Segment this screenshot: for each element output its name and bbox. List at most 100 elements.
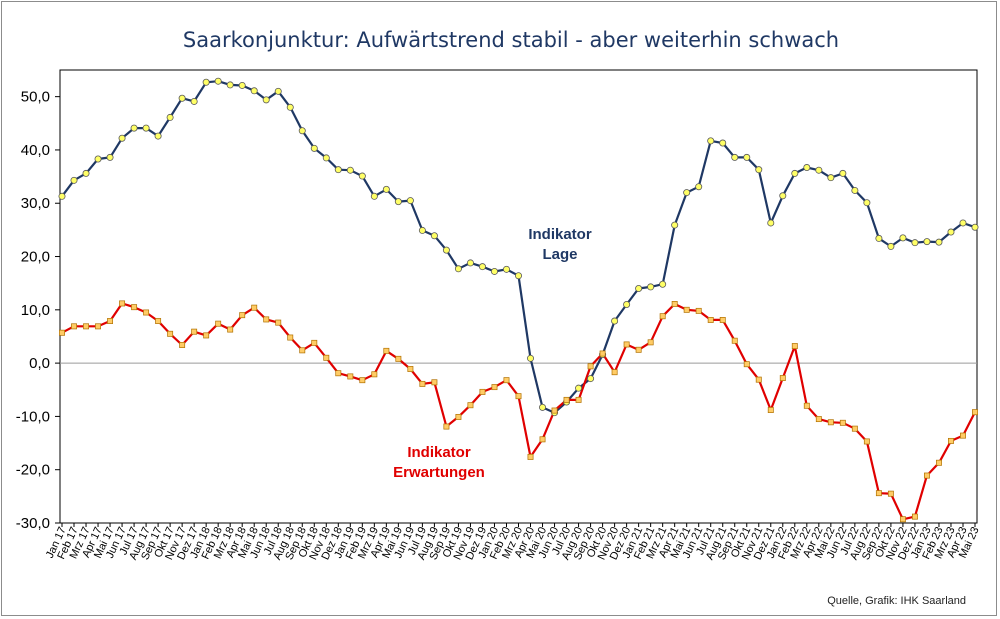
data-point-lage <box>310 144 318 152</box>
data-point-lage <box>490 267 498 275</box>
data-point-lage <box>322 154 330 162</box>
data-point-erwartungen <box>887 490 894 497</box>
data-point-lage <box>478 263 486 271</box>
data-point-erwartungen <box>527 453 534 460</box>
data-point-lage <box>755 166 763 174</box>
data-point-lage <box>502 265 510 273</box>
y-axis: 50,0 40,0 30,0 20,0 10,0 0,0 -10,0 -20,0 -30,0 <box>16 89 60 532</box>
data-point-lage <box>635 285 643 293</box>
data-point-erwartungen <box>948 437 954 444</box>
data-point-lage <box>406 197 414 205</box>
series-labels: Indikator Lage Indikator Erwartungen <box>393 226 592 481</box>
data-point-lage <box>515 272 523 280</box>
data-point-erwartungen <box>131 304 138 311</box>
data-point-lage <box>106 153 114 161</box>
data-point-erwartungen <box>683 306 690 313</box>
data-point-lage <box>394 198 402 206</box>
data-point-lage <box>767 219 775 227</box>
chart-title: Saarkonjunktur: Aufwärtstrend stabil - a… <box>183 28 839 52</box>
series-label-erwartungen: Indikator <box>407 444 471 461</box>
data-point-lage <box>863 199 871 207</box>
data-point-lage <box>695 183 703 191</box>
y-tick-label: -20,0 <box>16 462 50 479</box>
data-point-lage <box>154 132 162 140</box>
data-point-erwartungen <box>467 402 474 409</box>
data-point-lage <box>190 97 198 105</box>
data-point-erwartungen <box>71 323 77 330</box>
y-tick-label: 50,0 <box>21 89 50 106</box>
data-point-lage <box>58 192 66 200</box>
data-point-lage <box>286 103 294 111</box>
data-point-erwartungen <box>503 377 510 384</box>
data-point-lage <box>370 192 378 200</box>
data-point-lage <box>875 234 883 242</box>
data-point-lage <box>334 166 342 174</box>
series-label-lage: Lage <box>542 246 577 263</box>
data-point-erwartungen <box>911 513 918 520</box>
data-point-erwartungen <box>815 416 822 423</box>
data-point-erwartungen <box>923 472 930 479</box>
data-point-erwartungen <box>179 342 186 348</box>
data-point-lage <box>346 166 354 174</box>
source-note: Quelle, Grafik: IHK Saarland <box>827 595 966 607</box>
data-point-lage <box>899 234 907 242</box>
data-point-lage <box>250 87 258 95</box>
data-point-lage <box>803 164 811 172</box>
data-point-erwartungen <box>395 355 402 362</box>
data-point-erwartungen <box>743 361 750 368</box>
data-point-erwartungen <box>972 409 978 416</box>
data-point-erwartungen <box>347 373 354 380</box>
data-point-lage <box>418 226 426 234</box>
data-point-lage <box>887 242 895 250</box>
data-point-lage <box>587 375 595 383</box>
series-label-lage: Indikator <box>528 226 592 243</box>
data-point-erwartungen <box>767 407 774 413</box>
data-point-erwartungen <box>755 376 762 383</box>
data-point-lage <box>466 259 474 267</box>
data-point-lage <box>779 192 787 200</box>
data-point-lage <box>851 186 859 194</box>
y-tick-label: 20,0 <box>21 249 50 266</box>
data-point-erwartungen <box>107 318 114 324</box>
data-point-erwartungen <box>839 419 846 426</box>
data-point-erwartungen <box>779 375 786 381</box>
data-point-erwartungen <box>335 370 342 377</box>
data-point-erwartungen <box>191 328 198 335</box>
data-point-lage <box>707 137 715 145</box>
data-point-erwartungen <box>359 377 366 384</box>
data-point-lage <box>947 228 955 236</box>
data-point-erwartungen <box>491 384 498 391</box>
data-point-erwartungen <box>695 307 702 314</box>
data-point-lage <box>539 403 547 411</box>
data-point-erwartungen <box>287 334 294 341</box>
data-point-erwartungen <box>936 459 942 466</box>
data-point-erwartungen <box>455 413 462 420</box>
data-point-lage <box>82 169 90 177</box>
data-point-erwartungen <box>419 380 426 387</box>
data-point-lage <box>94 155 102 163</box>
data-point-erwartungen <box>383 347 390 354</box>
data-point-erwartungen <box>719 316 726 323</box>
data-point-lage <box>142 124 150 132</box>
data-point-lage <box>827 174 835 182</box>
data-point-erwartungen <box>431 379 438 386</box>
data-point-lage <box>815 166 823 174</box>
data-point-lage <box>839 169 847 177</box>
data-point-erwartungen <box>587 363 594 370</box>
data-point-lage <box>743 153 751 161</box>
series-line-erwartungen <box>61 302 976 521</box>
y-tick-label: 0,0 <box>29 355 50 372</box>
data-point-erwartungen <box>299 347 306 354</box>
data-point-lage <box>683 189 691 197</box>
data-point-lage <box>575 384 583 392</box>
data-point-lage <box>70 176 78 184</box>
data-point-erwartungen <box>863 438 870 445</box>
data-point-lage <box>430 232 438 240</box>
data-point-erwartungen <box>251 304 258 311</box>
data-point-erwartungen <box>155 318 162 324</box>
data-point-lage <box>719 139 727 147</box>
data-point-erwartungen <box>227 326 234 333</box>
